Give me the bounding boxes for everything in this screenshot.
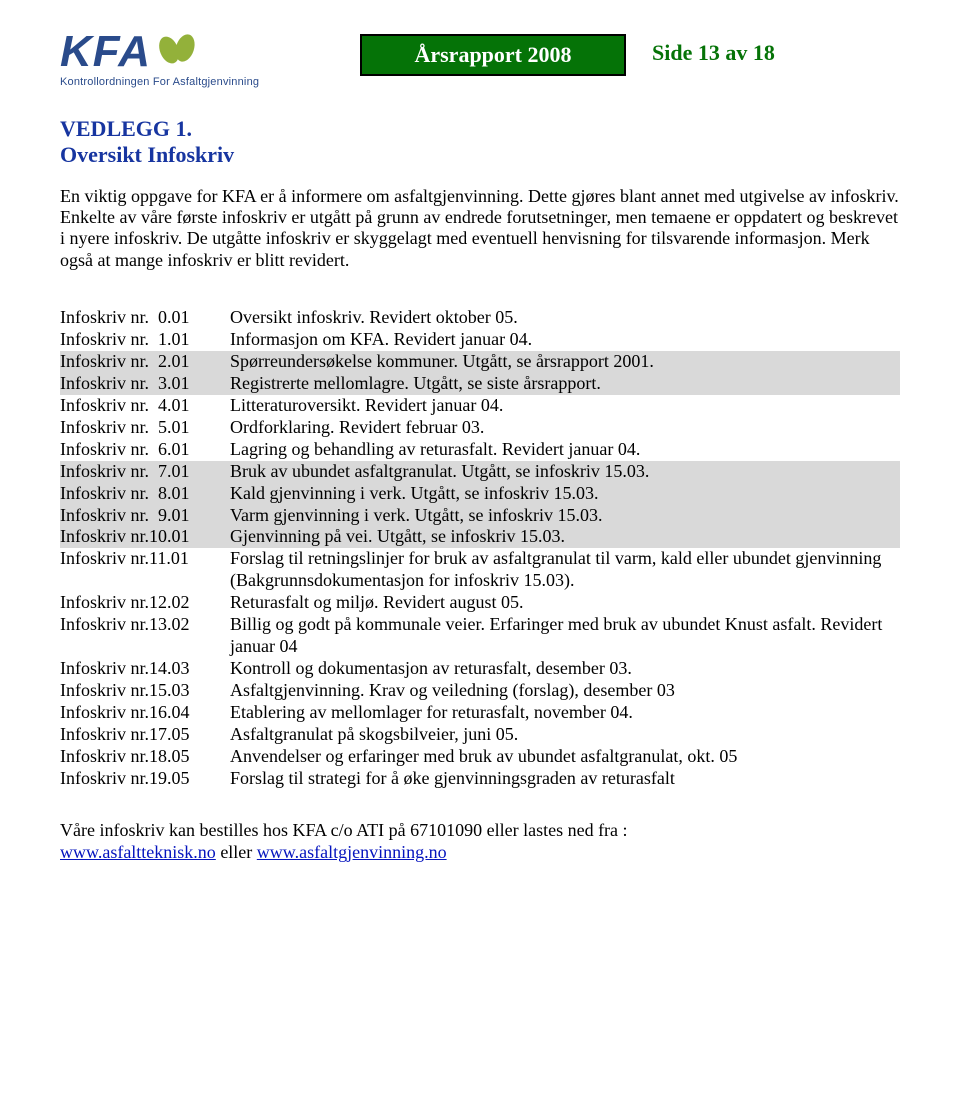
list-item: Infoskriv nr.12.02Returasfalt og miljø. … [60,592,900,614]
list-item: Infoskriv nr. 0.01Oversikt infoskriv. Re… [60,307,900,329]
logo-subtitle: Kontrollordningen For Asfaltgjenvinning [60,76,350,88]
logo-block: KFA Kontrollordningen For Asfaltgjenvinn… [60,30,350,88]
infoskriv-desc: Anvendelser og erfaringer med bruk av ub… [230,746,900,768]
infoskriv-desc: Kontroll og dokumentasjon av returasfalt… [230,658,900,680]
infoskriv-nr: Infoskriv nr. 6.01 [60,439,230,461]
title-box: Årsrapport 2008 [360,34,626,76]
infoskriv-desc: Forslag til retningslinjer for bruk av a… [230,548,900,592]
infoskriv-nr: Infoskriv nr.11.01 [60,548,230,570]
infoskriv-nr: Infoskriv nr. 0.01 [60,307,230,329]
infoskriv-desc: Informasjon om KFA. Revidert januar 04. [230,329,900,351]
infoskriv-nr: Infoskriv nr. 1.01 [60,329,230,351]
intro-paragraph: En viktig oppgave for KFA er å informere… [60,186,900,271]
footer: Våre infoskriv kan bestilles hos KFA c/o… [60,820,900,864]
infoskriv-nr: Infoskriv nr. 2.01 [60,351,230,373]
footer-sep: eller [216,842,257,862]
infoskriv-nr: Infoskriv nr.13.02 [60,614,230,636]
infoskriv-desc: Litteraturoversikt. Revidert januar 04. [230,395,900,417]
list-item: Infoskriv nr.13.02Billig og godt på komm… [60,614,900,658]
list-item: Infoskriv nr. 9.01Varm gjenvinning i ver… [60,505,900,527]
infoskriv-nr: Infoskriv nr.18.05 [60,746,230,768]
footer-link-2[interactable]: www.asfaltgjenvinning.no [257,842,447,862]
list-item: Infoskriv nr. 7.01Bruk av ubundet asfalt… [60,461,900,483]
list-item: Infoskriv nr.14.03Kontroll og dokumentas… [60,658,900,680]
infoskriv-desc: Registrerte mellomlagre. Utgått, se sist… [230,373,900,395]
infoskriv-desc: Oversikt infoskriv. Revidert oktober 05. [230,307,900,329]
infoskriv-desc: Ordforklaring. Revidert februar 03. [230,417,900,439]
infoskriv-desc: Forslag til strategi for å øke gjenvinni… [230,768,900,790]
infoskriv-desc: Asfaltgranulat på skogsbilveier, juni 05… [230,724,900,746]
infoskriv-nr: Infoskriv nr.12.02 [60,592,230,614]
infoskriv-nr: Infoskriv nr.17.05 [60,724,230,746]
list-item: Infoskriv nr.10.01Gjenvinning på vei. Ut… [60,526,900,548]
page-number: Side 13 av 18 [626,30,900,66]
infoskriv-desc: Gjenvinning på vei. Utgått, se infoskriv… [230,526,900,548]
logo-top: KFA [60,30,350,74]
list-item: Infoskriv nr. 2.01Spørreundersøkelse kom… [60,351,900,373]
list-item: Infoskriv nr. 5.01Ordforklaring. Revider… [60,417,900,439]
infoskriv-nr: Infoskriv nr. 9.01 [60,505,230,527]
page: KFA Kontrollordningen For Asfaltgjenvinn… [0,0,960,904]
footer-link-1[interactable]: www.asfaltteknisk.no [60,842,216,862]
infoskriv-nr: Infoskriv nr.14.03 [60,658,230,680]
infoskriv-nr: Infoskriv nr. 4.01 [60,395,230,417]
list-item: Infoskriv nr. 6.01Lagring og behandling … [60,439,900,461]
infoskriv-desc: Billig og godt på kommunale veier. Erfar… [230,614,900,658]
infoskriv-desc: Varm gjenvinning i verk. Utgått, se info… [230,505,900,527]
logo-text: KFA [60,30,151,74]
list-item: Infoskriv nr. 4.01Litteraturoversikt. Re… [60,395,900,417]
header: KFA Kontrollordningen For Asfaltgjenvinn… [60,30,900,88]
list-item: Infoskriv nr.15.03Asfaltgjenvinning. Kra… [60,680,900,702]
footer-line: Våre infoskriv kan bestilles hos KFA c/o… [60,820,628,840]
list-item: Infoskriv nr. 1.01Informasjon om KFA. Re… [60,329,900,351]
infoskriv-nr: Infoskriv nr. 8.01 [60,483,230,505]
list-item: Infoskriv nr. 3.01Registrerte mellomlagr… [60,373,900,395]
list-item: Infoskriv nr.17.05Asfaltgranulat på skog… [60,724,900,746]
infoskriv-list: Infoskriv nr. 0.01Oversikt infoskriv. Re… [60,307,900,790]
list-item: Infoskriv nr.16.04Etablering av mellomla… [60,702,900,724]
infoskriv-desc: Returasfalt og miljø. Revidert august 05… [230,592,900,614]
infoskriv-nr: Infoskriv nr. 5.01 [60,417,230,439]
heading-oversikt: Oversikt Infoskriv [60,142,900,168]
list-item: Infoskriv nr.11.01Forslag til retningsli… [60,548,900,592]
infoskriv-desc: Asfaltgjenvinning. Krav og veiledning (f… [230,680,900,702]
infoskriv-desc: Bruk av ubundet asfaltgranulat. Utgått, … [230,461,900,483]
list-item: Infoskriv nr.18.05Anvendelser og erfarin… [60,746,900,768]
leaf-icon [155,32,199,68]
list-item: Infoskriv nr.19.05Forslag til strategi f… [60,768,900,790]
infoskriv-nr: Infoskriv nr. 7.01 [60,461,230,483]
list-item: Infoskriv nr. 8.01Kald gjenvinning i ver… [60,483,900,505]
infoskriv-nr: Infoskriv nr.19.05 [60,768,230,790]
infoskriv-desc: Lagring og behandling av returasfalt. Re… [230,439,900,461]
infoskriv-nr: Infoskriv nr.16.04 [60,702,230,724]
infoskriv-nr: Infoskriv nr.10.01 [60,526,230,548]
infoskriv-desc: Spørreundersøkelse kommuner. Utgått, se … [230,351,900,373]
infoskriv-desc: Etablering av mellomlager for returasfal… [230,702,900,724]
infoskriv-nr: Infoskriv nr.15.03 [60,680,230,702]
infoskriv-nr: Infoskriv nr. 3.01 [60,373,230,395]
infoskriv-desc: Kald gjenvinning i verk. Utgått, se info… [230,483,900,505]
heading-vedlegg: VEDLEGG 1. [60,116,900,142]
